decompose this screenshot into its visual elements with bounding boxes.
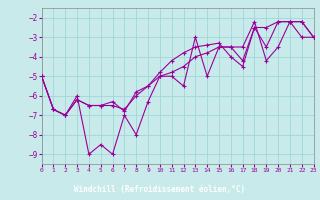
Text: Windchill (Refroidissement éolien,°C): Windchill (Refroidissement éolien,°C) [75, 185, 245, 194]
